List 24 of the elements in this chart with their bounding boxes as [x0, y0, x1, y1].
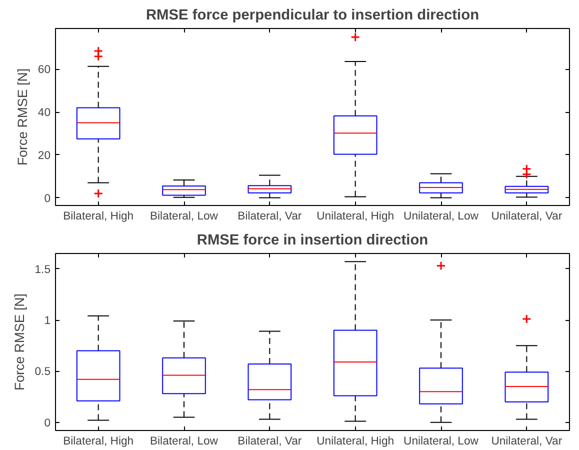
chart-title: RMSE force in insertion direction: [196, 232, 428, 248]
x-tick-label: Bilateral, Low: [150, 436, 219, 448]
y-tick-label: 1: [44, 315, 51, 328]
y-tick-label: 60: [38, 64, 51, 76]
x-tick-label: Unilateral, Var: [491, 210, 562, 222]
chart-title: RMSE force perpendicular to insertion direction: [146, 8, 480, 24]
x-tick-label: Bilateral, Var: [238, 436, 302, 448]
x-tick-label: Bilateral, High: [63, 210, 134, 222]
x-tick-label: Bilateral, High: [63, 436, 134, 448]
y-axis-title: Force RMSE [N]: [14, 68, 30, 166]
x-tick-label: Unilateral, Low: [404, 210, 480, 222]
y-tick-label: 0: [44, 417, 51, 430]
y-axis-title: Force RMSE [N]: [12, 293, 27, 391]
y-tick-label: 0: [44, 192, 51, 205]
x-tick-label: Unilateral, Var: [491, 436, 562, 448]
x-tick-label: Unilateral, Low: [404, 436, 480, 448]
x-tick-label: Bilateral, Low: [150, 210, 219, 222]
y-tick-label: 0.5: [34, 366, 50, 378]
y-tick-label: 20: [38, 150, 51, 162]
y-tick-label: 1.5: [34, 264, 50, 276]
x-tick-label: Unilateral, High: [316, 210, 394, 222]
x-tick-label: Unilateral, High: [316, 436, 394, 448]
y-tick-label: 40: [38, 107, 51, 120]
x-tick-label: Bilateral, Var: [238, 210, 302, 222]
